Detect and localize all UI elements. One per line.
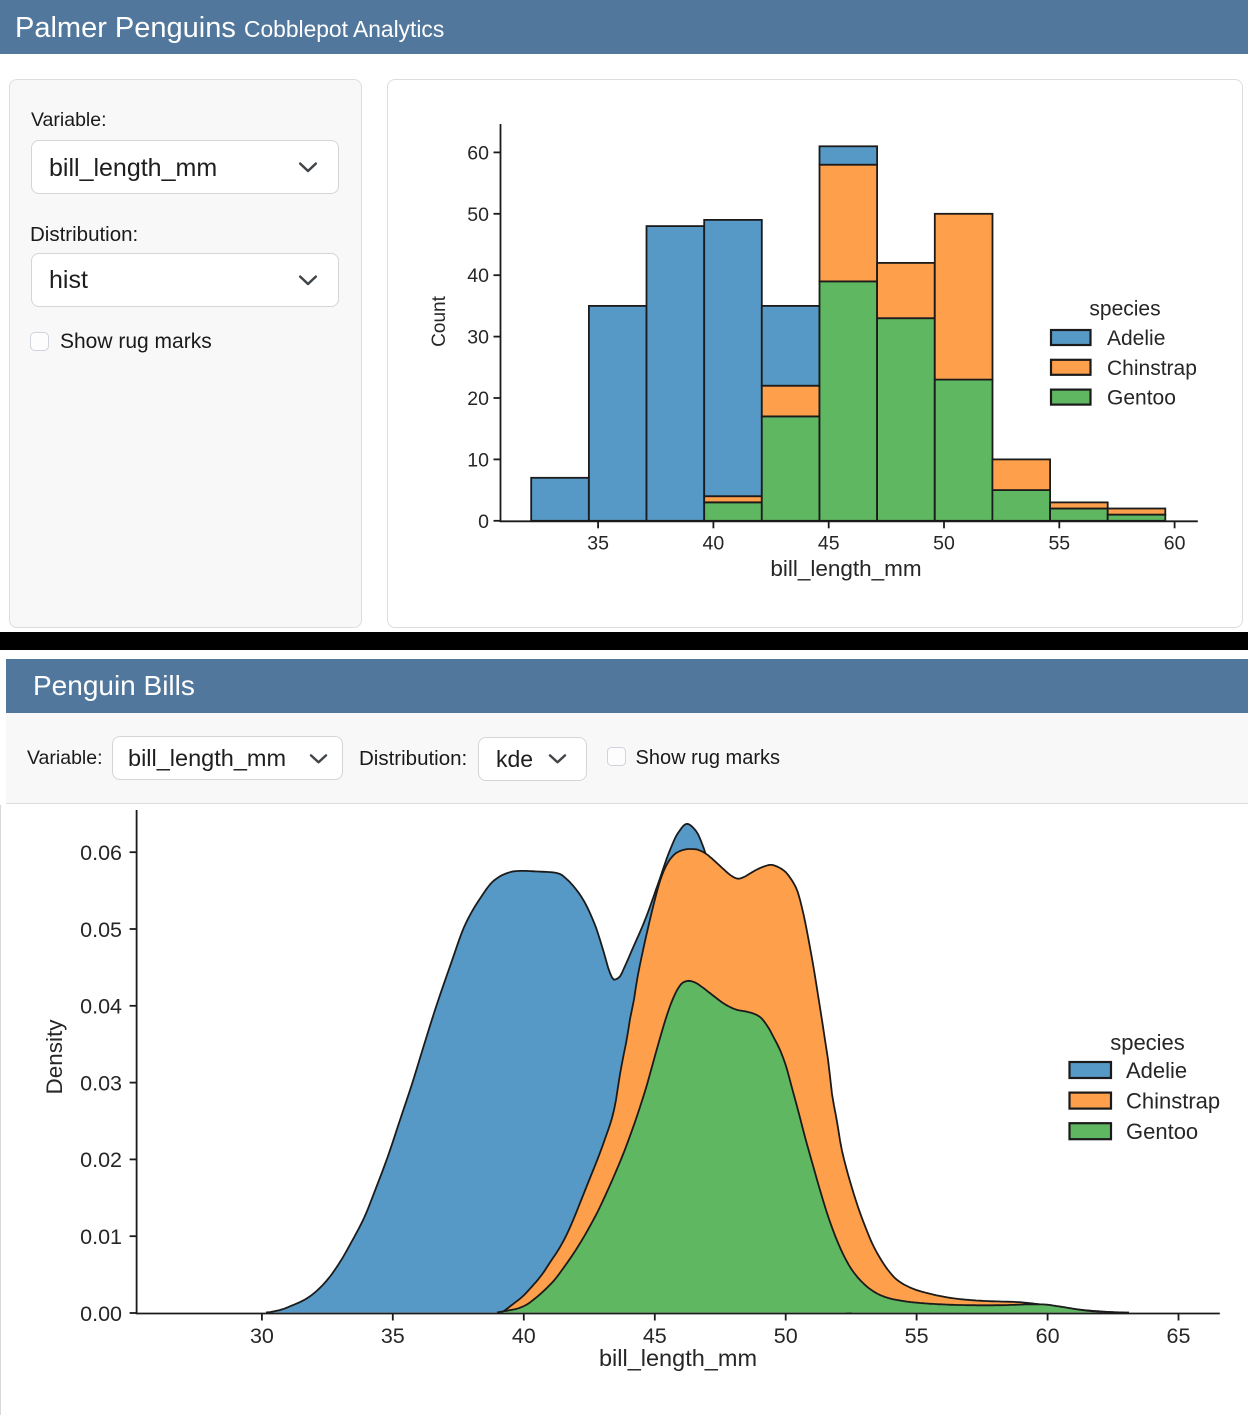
svg-text:species: species: [1110, 1030, 1185, 1055]
svg-text:30: 30: [250, 1324, 274, 1348]
svg-text:20: 20: [467, 388, 489, 410]
svg-text:35: 35: [381, 1324, 405, 1348]
svg-text:10: 10: [467, 449, 489, 471]
svg-text:0.05: 0.05: [80, 918, 122, 942]
svg-text:60: 60: [1164, 533, 1186, 555]
svg-text:40: 40: [703, 533, 725, 555]
svg-text:species: species: [1089, 298, 1160, 321]
svg-text:Adelie: Adelie: [1126, 1058, 1187, 1083]
svg-text:Adelie: Adelie: [1107, 327, 1165, 350]
svg-text:0.00: 0.00: [80, 1302, 122, 1326]
svg-text:Chinstrap: Chinstrap: [1126, 1089, 1220, 1114]
svg-text:50: 50: [774, 1324, 798, 1348]
svg-text:0.03: 0.03: [80, 1071, 122, 1095]
svg-text:60: 60: [467, 142, 489, 164]
svg-text:45: 45: [643, 1324, 667, 1348]
svg-text:50: 50: [467, 204, 489, 226]
svg-text:40: 40: [467, 265, 489, 287]
svg-text:45: 45: [818, 533, 840, 555]
svg-text:35: 35: [587, 533, 609, 555]
svg-text:Density: Density: [42, 1019, 67, 1095]
svg-text:Chinstrap: Chinstrap: [1107, 357, 1197, 380]
svg-text:0.01: 0.01: [80, 1225, 122, 1249]
svg-text:bill_length_mm: bill_length_mm: [770, 556, 921, 581]
svg-text:30: 30: [467, 327, 489, 349]
svg-text:40: 40: [512, 1324, 536, 1348]
svg-text:50: 50: [933, 533, 955, 555]
svg-text:60: 60: [1036, 1324, 1060, 1348]
svg-text:0.04: 0.04: [80, 995, 122, 1019]
svg-text:Count: Count: [429, 295, 450, 346]
svg-text:55: 55: [1048, 533, 1070, 555]
svg-text:55: 55: [905, 1324, 929, 1348]
svg-text:Gentoo: Gentoo: [1126, 1119, 1198, 1144]
svg-text:0.06: 0.06: [80, 841, 122, 865]
svg-text:65: 65: [1167, 1324, 1191, 1348]
svg-text:bill_length_mm: bill_length_mm: [599, 1345, 757, 1371]
svg-text:0.02: 0.02: [80, 1148, 122, 1172]
svg-text:Gentoo: Gentoo: [1107, 387, 1176, 410]
svg-text:0: 0: [478, 511, 489, 533]
